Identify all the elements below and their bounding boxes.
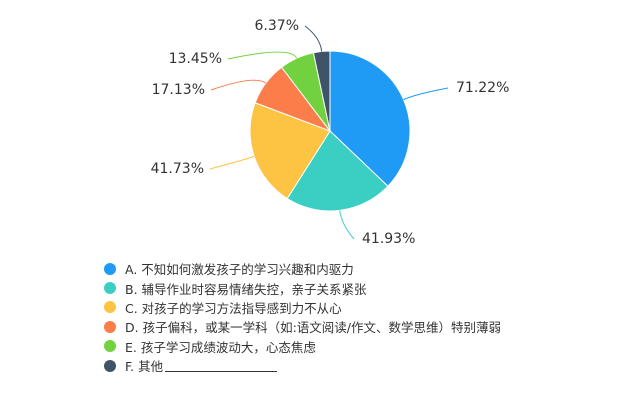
data-label-f: 6.37% xyxy=(255,18,299,34)
leader-line-c xyxy=(209,155,255,170)
leader-line-d xyxy=(210,79,267,91)
leader-line-a xyxy=(403,87,449,100)
legend-label-b: B. 辅导作业时容易情绪失控，亲子关系紧张 xyxy=(125,281,367,297)
pie-slices xyxy=(249,50,411,212)
legend-item-d[interactable]: D. 孩子偏科，或某一学科（如:语文阅读/作文、数学思维）特别薄弱 xyxy=(104,317,501,336)
legend-dot-b xyxy=(104,282,116,295)
data-label-d: 17.13% xyxy=(152,82,205,98)
data-label-c: 41.73% xyxy=(151,161,204,177)
legend-label-c: C. 对孩子的学习方法指导感到力不从心 xyxy=(125,300,342,316)
data-labels: 71.22% 41.93% 41.73% 17.13% 13.45% 6.37% xyxy=(151,18,510,247)
legend-item-c[interactable]: C. 对孩子的学习方法指导感到力不从心 xyxy=(104,298,501,317)
legend-dot-d xyxy=(104,320,116,333)
legend-dot-f xyxy=(104,359,116,372)
leader-lines xyxy=(209,25,449,240)
legend-label-e: E. 孩子学习成绩波动大，心态焦虑 xyxy=(125,339,316,355)
legend-dot-c xyxy=(104,301,116,314)
leader-line-b xyxy=(339,210,355,240)
data-label-e: 13.45% xyxy=(169,51,222,67)
legend-dot-a xyxy=(104,262,116,275)
legend-item-f[interactable]: F. 其他 xyxy=(104,356,501,375)
legend-label-d: D. 孩子偏科，或某一学科（如:语文阅读/作文、数学思维）特别薄弱 xyxy=(125,320,501,336)
data-label-b: 41.93% xyxy=(362,231,415,247)
legend-dot-e xyxy=(104,340,116,353)
legend-label-a: A. 不知如何激发孩子的学习兴趣和内驱力 xyxy=(125,262,354,278)
legend-item-a[interactable]: A. 不知如何激发孩子的学习兴趣和内驱力 xyxy=(104,259,501,278)
leader-line-e xyxy=(227,51,298,60)
pie-chart: 71.22% 41.93% 41.73% 17.13% 13.45% 6.37% xyxy=(151,18,510,247)
pie-slice-b[interactable] xyxy=(286,130,389,212)
pie-slice-c[interactable] xyxy=(249,102,331,200)
data-label-a: 71.22% xyxy=(456,80,509,96)
legend-item-e[interactable]: E. 孩子学习成绩波动大，心态焦虑 xyxy=(104,337,501,356)
legend-label-f: F. 其他 xyxy=(125,359,164,375)
legend-blank-line xyxy=(165,359,278,373)
legend: A. 不知如何激发孩子的学习兴趣和内驱力 B. 辅导作业时容易情绪失控，亲子关系… xyxy=(104,259,501,375)
legend-item-b[interactable]: B. 辅导作业时容易情绪失控，亲子关系紧张 xyxy=(104,278,501,297)
leader-line-f xyxy=(304,25,323,52)
